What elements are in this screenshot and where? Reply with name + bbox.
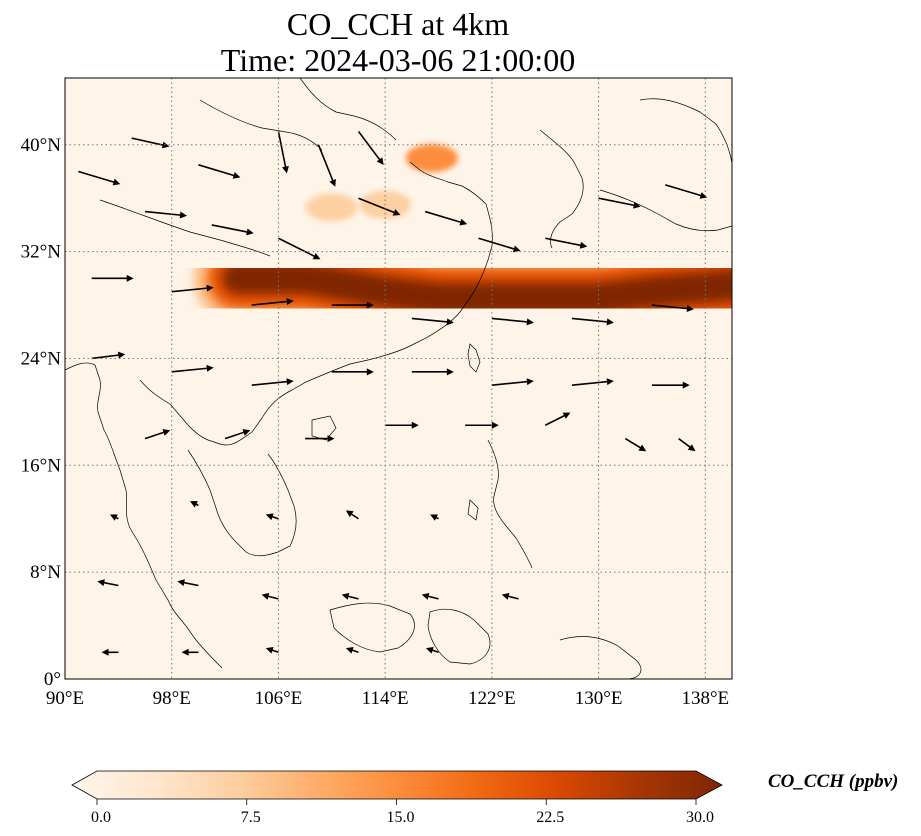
wind-arrow xyxy=(144,429,171,440)
wind-arrow xyxy=(624,437,647,452)
wind-arrow xyxy=(331,301,374,309)
y-tick-label: 40°N xyxy=(21,135,62,156)
wind-arrow xyxy=(91,351,126,360)
x-axis-ticks: 90°E 98°E 106°E 114°E 122°E 130°E 138°E xyxy=(46,688,729,709)
wind-arrow xyxy=(345,510,359,520)
colorbar-ticks: 0.0 7.5 15.0 22.5 30.0 xyxy=(91,799,714,826)
wind-arrow xyxy=(425,646,439,654)
colorbar-tick-label: 22.5 xyxy=(536,809,564,826)
map-frame xyxy=(64,77,733,680)
colorbar-tick-label: 0.0 xyxy=(91,809,111,826)
x-tick-label: 138°E xyxy=(681,688,729,709)
wind-arrow xyxy=(651,381,690,389)
x-tick-label: 130°E xyxy=(575,688,623,709)
y-tick-label: 24°N xyxy=(21,348,62,369)
colorbar-label: CO_CCH (ppbv) xyxy=(768,771,898,792)
map-background xyxy=(65,78,732,679)
wind-arrow xyxy=(190,501,199,508)
wind-arrow xyxy=(357,130,384,166)
y-tick-label: 0° xyxy=(44,669,61,690)
plume-band-30 xyxy=(223,263,732,314)
wind-arrow xyxy=(665,184,708,199)
wind-arrow xyxy=(211,224,254,236)
plume-blob xyxy=(305,193,358,222)
plume-blob xyxy=(405,144,458,173)
co-plume xyxy=(193,144,732,344)
y-tick-label: 32°N xyxy=(21,242,62,263)
wind-arrow xyxy=(478,237,521,253)
wind-arrow xyxy=(331,368,374,376)
wind-arrow xyxy=(91,274,134,282)
x-tick-label: 122°E xyxy=(468,688,516,709)
wind-arrow xyxy=(177,579,199,587)
wind-arrow xyxy=(678,437,696,452)
wind-arrow xyxy=(341,592,359,600)
x-tick-label: 90°E xyxy=(46,688,84,709)
wind-arrow xyxy=(101,648,119,656)
wind-arrow xyxy=(421,592,439,600)
wind-arrow xyxy=(411,368,454,376)
wind-arrow xyxy=(385,421,419,429)
chart-title: CO_CCH at 4km xyxy=(286,6,510,42)
wind-arrow xyxy=(545,237,588,249)
wind-arrow xyxy=(198,164,241,179)
wind-arrow xyxy=(424,210,468,226)
wind-vectors xyxy=(78,130,708,656)
wind-arrow xyxy=(171,284,214,293)
wind-arrow xyxy=(598,197,641,209)
colorbar: 0.0 7.5 15.0 22.5 30.0 CO_CCH (ppbv) xyxy=(71,770,898,826)
wind-arrow xyxy=(544,412,571,426)
colorbar-body xyxy=(71,770,723,800)
x-tick-label: 98°E xyxy=(153,688,191,709)
wind-arrow xyxy=(430,514,439,521)
chart-subtitle: Time: 2024-03-06 21:00:00 xyxy=(220,42,576,78)
wind-arrow xyxy=(144,210,188,219)
wind-arrow xyxy=(278,237,321,260)
wind-arrow xyxy=(131,137,170,149)
wind-arrow xyxy=(109,514,119,521)
x-tick-label: 106°E xyxy=(255,688,303,709)
wind-arrow xyxy=(411,317,454,326)
wind-arrow xyxy=(181,648,199,656)
wind-arrow xyxy=(171,364,214,373)
wind-arrow xyxy=(491,317,534,326)
x-tick-label: 114°E xyxy=(362,688,409,709)
wind-arrow xyxy=(277,131,289,174)
wind-arrow xyxy=(224,429,251,440)
colorbar-tick-label: 30.0 xyxy=(686,809,714,826)
wind-arrow xyxy=(251,378,294,386)
wind-arrow xyxy=(465,421,499,429)
wind-arrow xyxy=(317,144,336,187)
wind-arrow xyxy=(261,592,279,600)
wind-arrow xyxy=(571,378,614,386)
coastlines xyxy=(65,78,732,679)
wind-arrow xyxy=(251,298,294,306)
colorbar-tick-label: 15.0 xyxy=(387,809,415,826)
y-axis-ticks: 0° 8°N 16°N 24°N 32°N 40°N xyxy=(21,135,62,690)
wind-arrow xyxy=(491,378,534,386)
wind-arrow xyxy=(358,197,401,216)
wind-arrow xyxy=(78,170,121,186)
wind-arrow xyxy=(345,646,359,654)
colorbar-tick-label: 7.5 xyxy=(241,809,261,826)
wind-arrow xyxy=(97,579,119,587)
y-tick-label: 16°N xyxy=(21,455,62,476)
wind-arrow xyxy=(305,435,335,443)
y-tick-label: 8°N xyxy=(30,562,61,583)
wind-arrow xyxy=(265,513,279,521)
wind-arrow xyxy=(501,592,519,600)
wind-arrow xyxy=(265,646,279,654)
wind-arrow xyxy=(651,304,694,313)
map-content xyxy=(65,78,732,679)
gridlines xyxy=(65,78,732,679)
wind-arrow xyxy=(571,317,614,326)
